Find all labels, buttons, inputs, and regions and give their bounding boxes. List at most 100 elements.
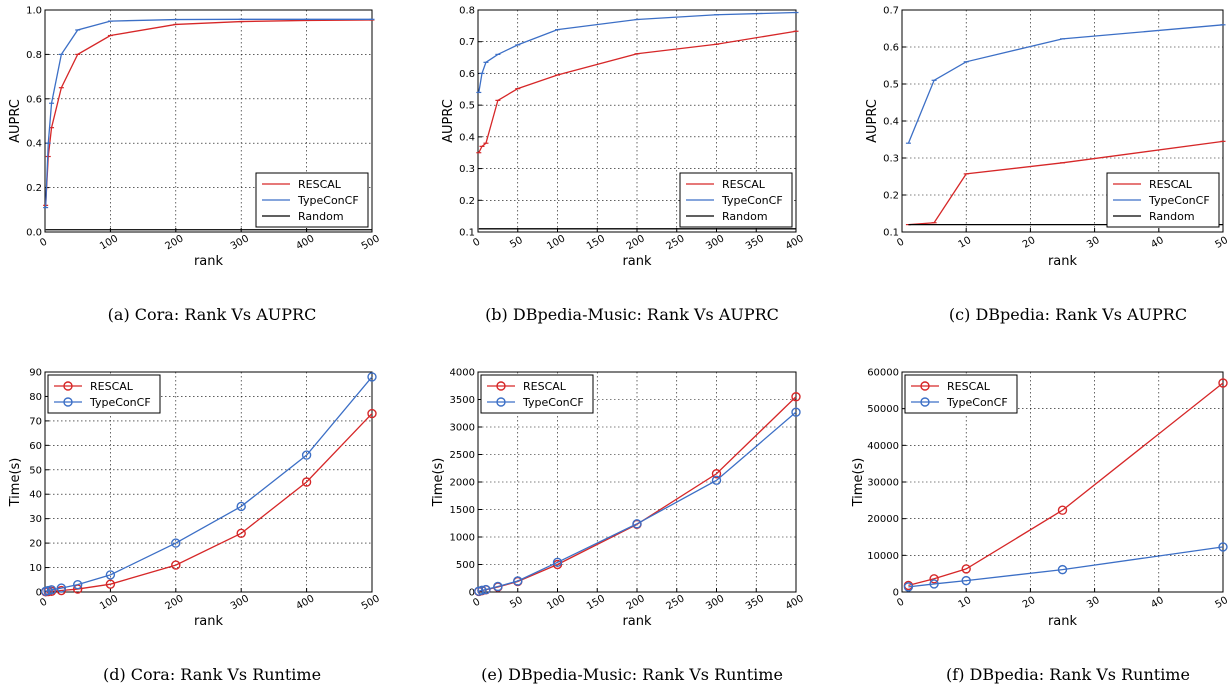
x-axis-label: rank bbox=[1048, 614, 1078, 629]
chart-caption: (c) DBpedia: Rank Vs AUPRC bbox=[949, 305, 1187, 324]
y-tick-label: 0.8 bbox=[26, 50, 42, 61]
x-tick-label: 50 bbox=[1213, 235, 1230, 251]
y-tick-label: 20000 bbox=[867, 514, 899, 525]
y-tick-label: 0.4 bbox=[459, 132, 475, 143]
data-point bbox=[632, 519, 642, 529]
chart-caption: (d) Cora: Rank Vs Runtime bbox=[103, 665, 321, 684]
x-axis-label: rank bbox=[194, 254, 224, 269]
chart-caption: (b) DBpedia-Music: Rank Vs AUPRC bbox=[485, 305, 779, 324]
legend-label: RESCAL bbox=[90, 380, 134, 393]
x-axis-label: rank bbox=[622, 614, 652, 629]
x-tick-label: 10 bbox=[957, 235, 974, 251]
y-tick-label: 1500 bbox=[450, 505, 475, 516]
legend-marker bbox=[496, 381, 506, 391]
x-tick-label: 0 bbox=[471, 596, 482, 609]
data-point bbox=[903, 582, 914, 592]
y-tick-label: 3500 bbox=[450, 395, 475, 406]
y-tick-label: 0.3 bbox=[459, 164, 475, 175]
legend-label: Random bbox=[1149, 210, 1195, 223]
chart-panel-4: 0 50 100 150 200 250 300 350 4000500100015002000… bbox=[431, 368, 806, 685]
x-tick-label: 300 bbox=[704, 233, 726, 252]
y-tick-label: 1000 bbox=[450, 533, 475, 544]
y-tick-label: 0.2 bbox=[26, 183, 42, 194]
y-axis-label: AUPRC bbox=[865, 99, 880, 143]
x-tick-label: 500 bbox=[360, 593, 382, 612]
chart-panel-5: 0 10 20 30 40 50 0 10000 20000 30000 40000 50000 600… bbox=[851, 368, 1230, 685]
x-tick-label: 300 bbox=[229, 233, 251, 252]
y-tick-label: 50000 bbox=[867, 404, 899, 415]
x-tick-label: 400 bbox=[294, 593, 316, 612]
x-tick-label: 200 bbox=[164, 233, 186, 252]
y-tick-label: 4000 bbox=[450, 368, 475, 379]
x-tick-label: 150 bbox=[585, 593, 607, 612]
x-tick-label: 0 bbox=[38, 596, 49, 609]
y-tick-label: 0.3 bbox=[883, 154, 899, 165]
x-tick-label: 400 bbox=[784, 593, 806, 612]
y-tick-label: 0 bbox=[893, 588, 899, 599]
data-point bbox=[929, 579, 939, 589]
x-tick-label: 0 bbox=[471, 236, 482, 249]
x-tick-label: 250 bbox=[664, 593, 686, 612]
x-tick-label: 400 bbox=[784, 233, 806, 252]
y-tick-label: 500 bbox=[456, 560, 475, 571]
x-tick-label: 50 bbox=[508, 595, 525, 611]
data-point bbox=[961, 575, 971, 586]
legend-label: RESCAL bbox=[947, 380, 991, 393]
y-tick-label: 10000 bbox=[867, 551, 899, 562]
data-point bbox=[1057, 564, 1068, 575]
legend-box bbox=[480, 374, 594, 414]
x-tick-label: 20 bbox=[1021, 235, 1038, 251]
y-tick-label: 0.5 bbox=[883, 80, 899, 91]
plot-frame bbox=[44, 371, 373, 593]
y-axis-label: AUPRC bbox=[8, 99, 23, 143]
chart-panel-3: 0 100 200 300 400 500 0 10 20 30 40 50 60 70 80 90 rank T… bbox=[8, 368, 382, 685]
x-axis-label: rank bbox=[622, 254, 652, 269]
x-axis-label: rank bbox=[194, 614, 224, 629]
series-line-rescal bbox=[478, 396, 797, 593]
x-tick-label: 100 bbox=[545, 233, 567, 252]
y-axis-label: AUPRC bbox=[441, 99, 456, 143]
x-tick-label: 0 bbox=[38, 236, 49, 249]
data-point bbox=[171, 560, 181, 570]
y-tick-label: 0.6 bbox=[883, 43, 899, 54]
series-line-typeconcf bbox=[908, 546, 1224, 588]
x-tick-label: 40 bbox=[1149, 235, 1166, 251]
legend: RESCAL TypeConCF Random bbox=[255, 172, 369, 228]
y-tick-label: 0.4 bbox=[883, 117, 899, 128]
x-tick-label: 150 bbox=[585, 233, 607, 252]
data-point bbox=[711, 469, 722, 479]
y-tick-label: 2500 bbox=[450, 450, 475, 461]
data-point bbox=[367, 408, 377, 419]
data-point bbox=[513, 576, 523, 586]
legend-label: RESCAL bbox=[298, 178, 342, 191]
x-tick-label: 50 bbox=[1213, 595, 1230, 611]
data-point bbox=[791, 392, 801, 402]
chart-panel-1: 0 50 100 150 200 250 300 350 400 0.1 0.2 0.3 0.4 0.5 0… bbox=[441, 6, 806, 325]
y-axis-label: Time(s) bbox=[431, 458, 446, 508]
chart-panel-2: 0 10 20 30 40 50 0.1 0.2 0.3 0.4 0.5 0.6 0.7 rank AUPR… bbox=[865, 6, 1230, 325]
x-tick-label: 300 bbox=[704, 593, 726, 612]
y-tick-label: 0.2 bbox=[459, 196, 475, 207]
data-point bbox=[961, 564, 971, 574]
y-tick-label: 0.1 bbox=[883, 228, 899, 239]
y-axis-label: Time(s) bbox=[851, 458, 866, 508]
legend-marker bbox=[63, 381, 73, 391]
data-point bbox=[171, 538, 181, 548]
x-tick-label: 100 bbox=[98, 593, 120, 612]
y-tick-label: 3000 bbox=[450, 423, 475, 434]
series-line-typeconcf bbox=[478, 11, 797, 93]
data-point bbox=[367, 372, 377, 382]
legend-marker bbox=[920, 397, 930, 407]
x-tick-label: 0 bbox=[895, 236, 906, 249]
x-tick-label: 50 bbox=[508, 235, 525, 251]
data-point bbox=[56, 583, 67, 593]
data-point bbox=[1218, 542, 1228, 552]
series-line-rescal bbox=[908, 382, 1224, 587]
y-tick-label: 0.7 bbox=[883, 6, 899, 17]
x-tick-label: 200 bbox=[625, 593, 647, 612]
y-tick-label: 0 bbox=[36, 588, 42, 599]
x-tick-label: 100 bbox=[98, 233, 120, 252]
y-tick-label: 70 bbox=[29, 416, 42, 427]
legend-label: RESCAL bbox=[722, 178, 766, 191]
data-point bbox=[236, 501, 246, 512]
